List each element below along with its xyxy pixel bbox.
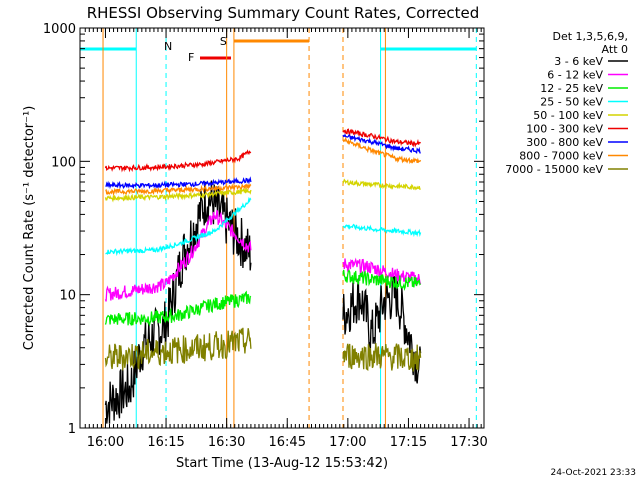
series-line [105,182,252,197]
y-axis: 1 10 100 1000 [43,22,484,437]
legend-label: 3 - 6 keV [554,55,603,68]
series-line [104,290,252,327]
series-line [105,196,252,257]
series-line [342,257,422,286]
legend-label: 12 - 25 keV [540,82,603,95]
x-tick-label: 17:15 [390,435,427,450]
legend-label: 100 - 300 keV [526,123,603,136]
x-tick-label: 16:00 [87,435,124,450]
x-tick-label: 16:45 [269,435,306,450]
footer-date: 24-Oct-2021 23:33 [551,468,636,478]
series-line [342,342,422,372]
series-line [342,178,421,191]
x-tick-label: 16:15 [147,435,184,450]
series-line [105,176,252,190]
series-line [342,268,421,291]
legend-label: 7000 - 15000 keV [505,163,603,176]
series-line [342,273,422,384]
y-axis-label: Corrected Count Rate (s⁻¹ detector⁻¹) [22,106,37,351]
y-tick-label: 1000 [43,22,76,37]
y-tick-label: 10 [59,289,76,304]
series-line [342,128,422,148]
legend-label: 300 - 800 keV [526,136,603,149]
legend-label: 25 - 50 keV [540,96,603,109]
legend-title: Att 0 [602,43,628,56]
legend-label: 50 - 100 keV [533,109,603,122]
saa-label: S [220,35,227,48]
series-line [342,133,421,154]
chart-title: RHESSI Observing Summary Count Rates, Co… [87,4,480,22]
night-label: N [164,40,172,53]
series-line [342,223,422,238]
series-line [104,180,252,424]
legend-title: Det 1,3,5,6,9, [552,30,628,43]
series-line [104,186,252,203]
y-tick-label: 100 [51,155,76,170]
x-axis: 16:00 16:15 16:30 16:45 17:00 17:15 17:30 [84,28,488,450]
x-tick-label: 17:00 [329,435,366,450]
series-line [342,136,422,165]
legend-label: 6 - 12 keV [547,69,603,82]
series-line [104,327,252,371]
y-tick-label: 1 [68,422,76,437]
x-tick-label: 17:30 [450,435,487,450]
x-tick-label: 16:30 [208,435,245,450]
flare-label: F [188,51,194,64]
x-axis-label: Start Time (13-Aug-12 15:53:42) [176,456,388,471]
series-line [104,149,252,173]
plot-frame [79,27,485,429]
legend-label: 800 - 7000 keV [519,150,603,163]
series-line [104,209,252,302]
plot-area: N F S [80,28,477,428]
